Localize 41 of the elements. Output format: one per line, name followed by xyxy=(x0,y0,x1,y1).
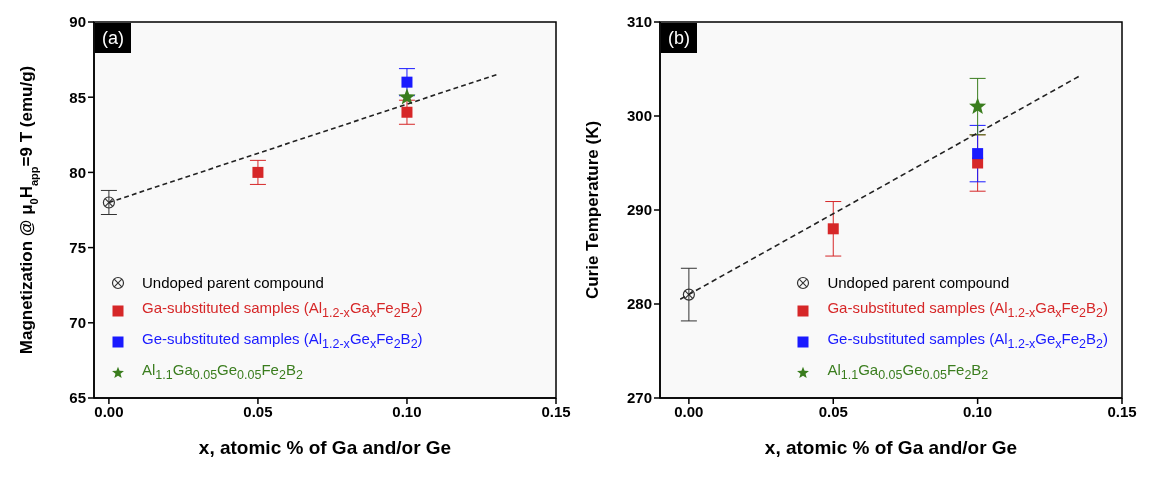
y-tick-label: 310 xyxy=(626,13,652,31)
point xyxy=(972,157,984,169)
text: Al$_{1.1}$Ga$_{0.05}$Ge$_{0.05}$Fe$_{2}$B$_{2}$ xyxy=(142,361,303,382)
x-axis-title: x, atomic % of Ga and/or Ge xyxy=(764,437,1018,458)
x-tick-label: 0.00 xyxy=(94,402,124,420)
legend-label: Undoped parent compound xyxy=(142,273,324,293)
y-tick-label: 65 xyxy=(69,389,86,407)
text: Ge-substituted samples (Al$_{1.2-x}$Ge$_{x}$Fe$_{2}$B$_{2}$) xyxy=(142,330,423,351)
y-tick-label: 80 xyxy=(69,163,86,181)
x-tick-label: 0.15 xyxy=(541,402,571,420)
y-tick-label: 75 xyxy=(69,238,86,256)
text: Ge-substituted samples (Al$_{1.2-x}$Ge$_{x}$Fe$_{2}$B$_{2}$) xyxy=(827,330,1108,351)
x-tick-label: 0.05 xyxy=(243,402,273,420)
x-tick-label: 0.15 xyxy=(1107,402,1137,420)
y-tick-label: 70 xyxy=(69,314,86,332)
point xyxy=(252,166,264,178)
x-tick-label: 0.10 xyxy=(392,402,422,420)
text: Al$_{1.1}$Ga$_{0.05}$Ge$_{0.05}$Fe$_{2}$B$_{2}$ xyxy=(827,361,989,382)
x-axis-title: x, atomic % of Ga and/or Ge xyxy=(198,437,452,458)
text: Ga-substituted samples (Al$_{1.2-x}$Ga$_{x}$Fe$_{2}$B$_{2}$) xyxy=(827,299,1108,320)
x-tick-label: 0.10 xyxy=(963,402,993,420)
point xyxy=(401,76,413,88)
y-axis-title: Curie Temperature (K) xyxy=(583,120,602,300)
text: Ga-substituted samples (Al$_{1.2-x}$Ga$_{x}$Fe$_{2}$B$_{2}$) xyxy=(142,299,423,320)
y-tick-label: 85 xyxy=(69,88,86,106)
point xyxy=(972,148,984,160)
chart-title: (b) xyxy=(668,28,690,48)
point xyxy=(827,223,839,235)
y-tick-label: 90 xyxy=(69,13,86,31)
point xyxy=(401,106,413,118)
chart-title: (a) xyxy=(102,28,124,48)
y-tick-label: 270 xyxy=(626,389,652,407)
x-tick-label: 0.00 xyxy=(674,402,704,420)
x-tick-label: 0.05 xyxy=(818,402,848,420)
y-tick-label: 300 xyxy=(626,107,652,125)
point xyxy=(682,288,695,301)
point xyxy=(969,97,987,114)
y-tick-label: 290 xyxy=(626,201,652,219)
y-tick-label: 280 xyxy=(626,295,652,313)
legend-label: Undoped parent compound xyxy=(827,273,1010,293)
point xyxy=(398,88,416,105)
